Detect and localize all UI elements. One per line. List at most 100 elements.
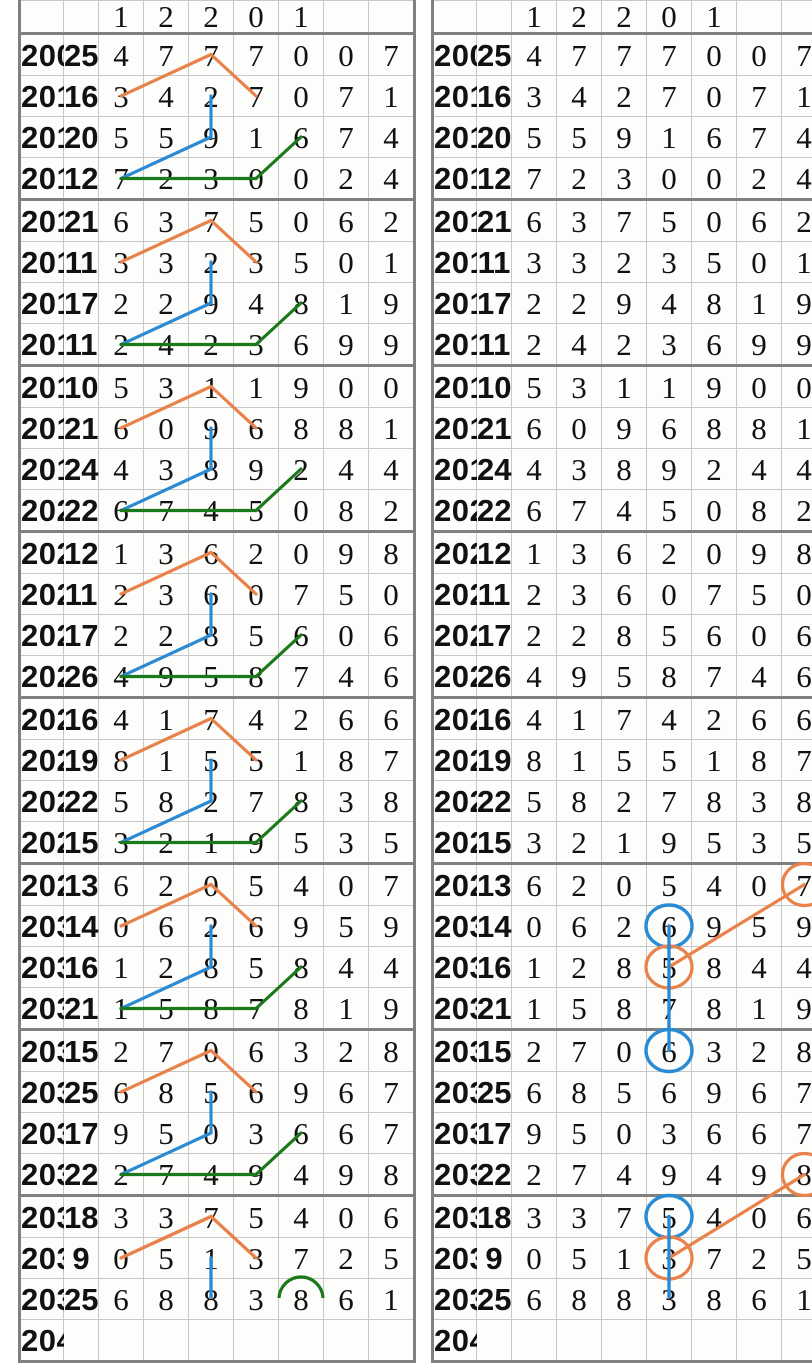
digit-cell: 4 [279, 1196, 324, 1238]
digit-cell: 4 [557, 324, 602, 366]
digit-cell: 0 [512, 906, 557, 947]
digit-cell: 0 [99, 1238, 144, 1279]
digit-cell: 1 [189, 822, 234, 864]
sum-cell: 17 [64, 615, 99, 656]
digit-cell: 1 [234, 366, 279, 408]
digit-cell: 1 [602, 822, 647, 864]
digit-cell: 0 [324, 34, 369, 76]
digit-cell: 4 [324, 947, 369, 988]
digit-cell: 2 [602, 242, 647, 283]
digit-cell: 6 [369, 615, 415, 656]
digit-cell: 5 [647, 200, 692, 242]
digit-cell: 9 [189, 283, 234, 324]
digit-cell: 7 [234, 988, 279, 1030]
digit-cell: 5 [144, 1238, 189, 1279]
digit-cell: 7 [369, 1072, 415, 1113]
digit-cell: 6 [692, 1113, 737, 1154]
year-cell: 2037 [433, 1196, 477, 1238]
digit-cell: 0 [737, 615, 782, 656]
digit-cell: 3 [99, 242, 144, 283]
digit-cell: 0 [189, 1030, 234, 1072]
digit-cell [782, 1, 812, 34]
digit-cell: 4 [369, 158, 415, 200]
table-row[interactable]: 2040 [433, 1320, 812, 1362]
sum-cell: 13 [64, 864, 99, 906]
sum-cell [64, 1, 99, 34]
digit-cell: 9 [369, 283, 415, 324]
digit-cell: 7 [369, 1113, 415, 1154]
digit-cell: 7 [279, 1238, 324, 1279]
digit-cell: 7 [782, 1113, 812, 1154]
digit-cell: 8 [647, 656, 692, 698]
sum-cell: 16 [477, 947, 512, 988]
table-row[interactable]: 2040 [20, 1320, 415, 1362]
digit-cell: 6 [324, 698, 369, 740]
digit-cell: 2 [189, 76, 234, 117]
digit-cell: 0 [737, 864, 782, 906]
sum-cell: 25 [477, 1279, 512, 1320]
